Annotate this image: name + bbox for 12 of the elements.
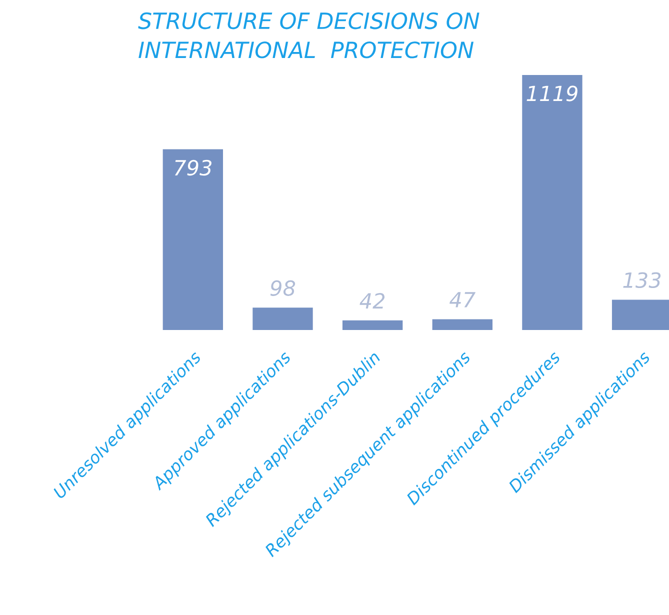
bar [252, 308, 313, 330]
bar [162, 149, 224, 330]
bar [342, 320, 403, 330]
data-label: 47 [450, 292, 476, 308]
data-label: 793 [174, 160, 212, 176]
chart-title: STRUCTURE OF DECISIONS ON INTERNATIONAL PROTECTION [138, 12, 480, 58]
data-label: 133 [623, 272, 661, 288]
data-label: 1119 [526, 86, 578, 102]
bar [522, 75, 582, 330]
data-label: 42 [360, 292, 385, 308]
bar [432, 319, 492, 330]
data-label: 98 [270, 280, 296, 296]
